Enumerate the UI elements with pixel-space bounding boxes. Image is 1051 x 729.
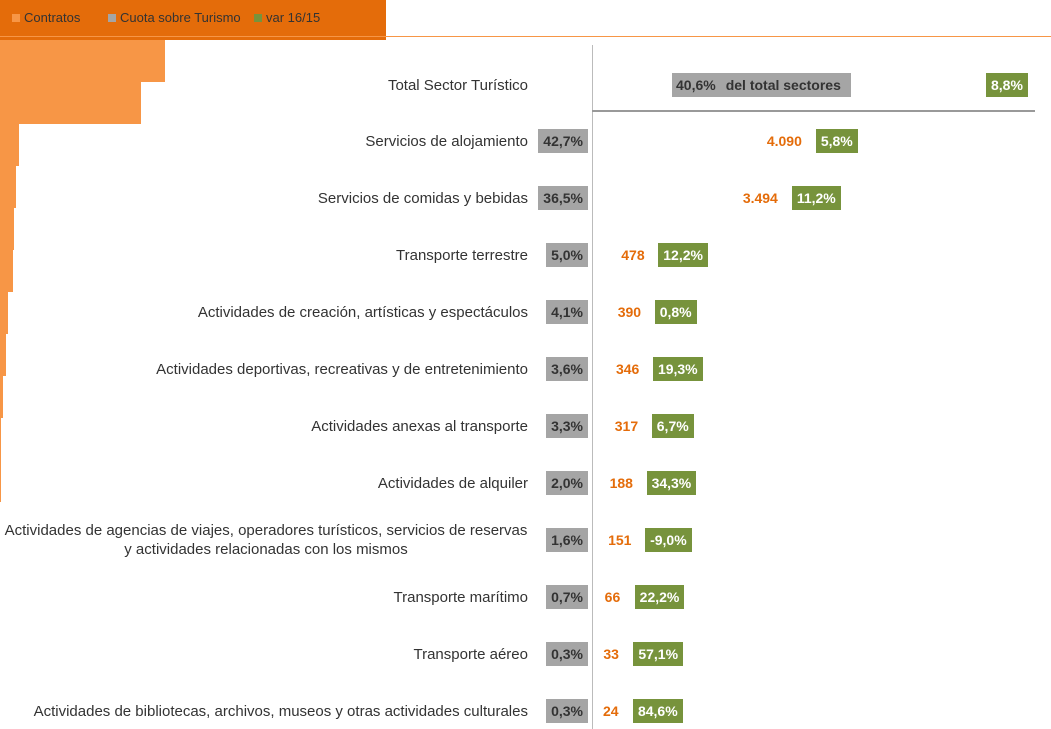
share-box: 0,3% [546,699,588,723]
bar [0,250,13,292]
category-text: Actividades anexas al transporte [311,417,528,435]
value-label: 478 [621,247,645,263]
var-box: -9,0% [645,528,692,552]
var-box: 6,7% [651,414,694,438]
legend-item: var 16/15 [254,10,320,25]
total-rule [592,110,1035,112]
category-text: Actividades de creación, artísticas y es… [197,303,528,321]
share-box: 3,6% [546,357,588,381]
share-box: 0,7% [546,585,588,609]
category-text: Actividades de agencias de viajes, opera… [4,522,528,558]
category-text: Transporte marítimo [393,588,528,606]
share-box: 4,1% [546,300,588,324]
bar [0,376,3,418]
category-text: Servicios de comidas y bebidas [317,189,528,207]
value-label: 390 [617,304,642,320]
category-label: Actividades de bibliotecas, archivos, mu… [4,689,528,729]
category-text: Actividades de bibliotecas, archivos, mu… [33,702,528,720]
share-box: 40,6% del total sectores [672,73,851,97]
var-box: 8,8% [986,73,1028,97]
category-text: Transporte terrestre [396,246,528,264]
category-label: Actividades de agencias de viajes, opera… [4,518,528,562]
legend-label: var 16/15 [266,10,321,25]
bar [0,208,14,250]
share-box: 0,3% [546,642,588,666]
bar [0,166,16,208]
var-box: 84,6% [632,699,683,723]
value-label: 3.494 [742,190,778,206]
var-box: 34,3% [646,471,697,495]
category-label: Actividades deportivas, recreativas y de… [4,347,528,391]
var-box: 5,8% [815,129,858,153]
category-text: Servicios de alojamiento [365,132,528,150]
category-label: Total Sector Turístico [4,63,528,107]
bar [0,460,1,502]
share-box: 3,3% [546,414,588,438]
value-label: 151 [608,532,632,548]
var-box: 12,2% [658,243,708,267]
var-box: 11,2% [791,186,841,210]
var-box: 0,8% [654,300,697,324]
bar [0,418,2,460]
legend-label: Contratos [24,10,81,25]
var-box: 57,1% [633,642,684,666]
share-box: 5,0% [546,243,588,267]
category-label: Transporte terrestre [4,233,528,277]
category-label: Servicios de alojamiento [4,119,528,163]
value-label: 9.577 [934,77,970,93]
bar [0,292,8,334]
bar [0,40,165,82]
share-label: 40,6% [676,77,716,93]
category-label: Transporte aéreo [4,632,528,676]
value-label: 188 [609,475,633,491]
share-box: 36,5% [538,186,588,210]
category-label: Actividades de alquiler [4,461,528,505]
legend-label: Cuota sobre Turismo [120,10,241,25]
category-text: Transporte aéreo [413,645,528,663]
var-box: 19,3% [652,357,703,381]
bar [0,0,386,40]
bar [0,124,20,166]
value-label: 4.090 [766,133,802,149]
category-label: Actividades anexas al transporte [4,404,528,448]
category-label: Actividades de creación, artísticas y es… [4,290,528,334]
legend-rule [0,36,1051,37]
var-box: 22,2% [634,585,685,609]
value-label: 66 [604,589,621,605]
bar [0,82,141,124]
legend-item: Contratos [12,10,80,25]
legend-item: Cuota sobre Turismo [108,10,241,25]
value-label: 33 [603,646,619,662]
category-label: Transporte marítimo [4,575,528,619]
legend-swatch [12,13,20,22]
category-label: Servicios de comidas y bebidas [4,176,528,220]
category-text: Actividades de alquiler [377,474,528,492]
share-box: 2,0% [546,471,588,495]
share-box: 1,6% [546,528,588,552]
legend-swatch [254,13,262,22]
legend-swatch [108,13,116,22]
category-text: Actividades deportivas, recreativas y de… [156,360,528,378]
value-label: 24 [602,703,619,719]
share-box: 42,7% [538,129,588,153]
annotation: del total sectores [725,77,841,93]
category-text: Total Sector Turístico [387,76,528,94]
value-label: 317 [614,418,639,434]
value-label: 346 [615,361,640,377]
bar [0,334,7,376]
axis-line [592,45,593,729]
